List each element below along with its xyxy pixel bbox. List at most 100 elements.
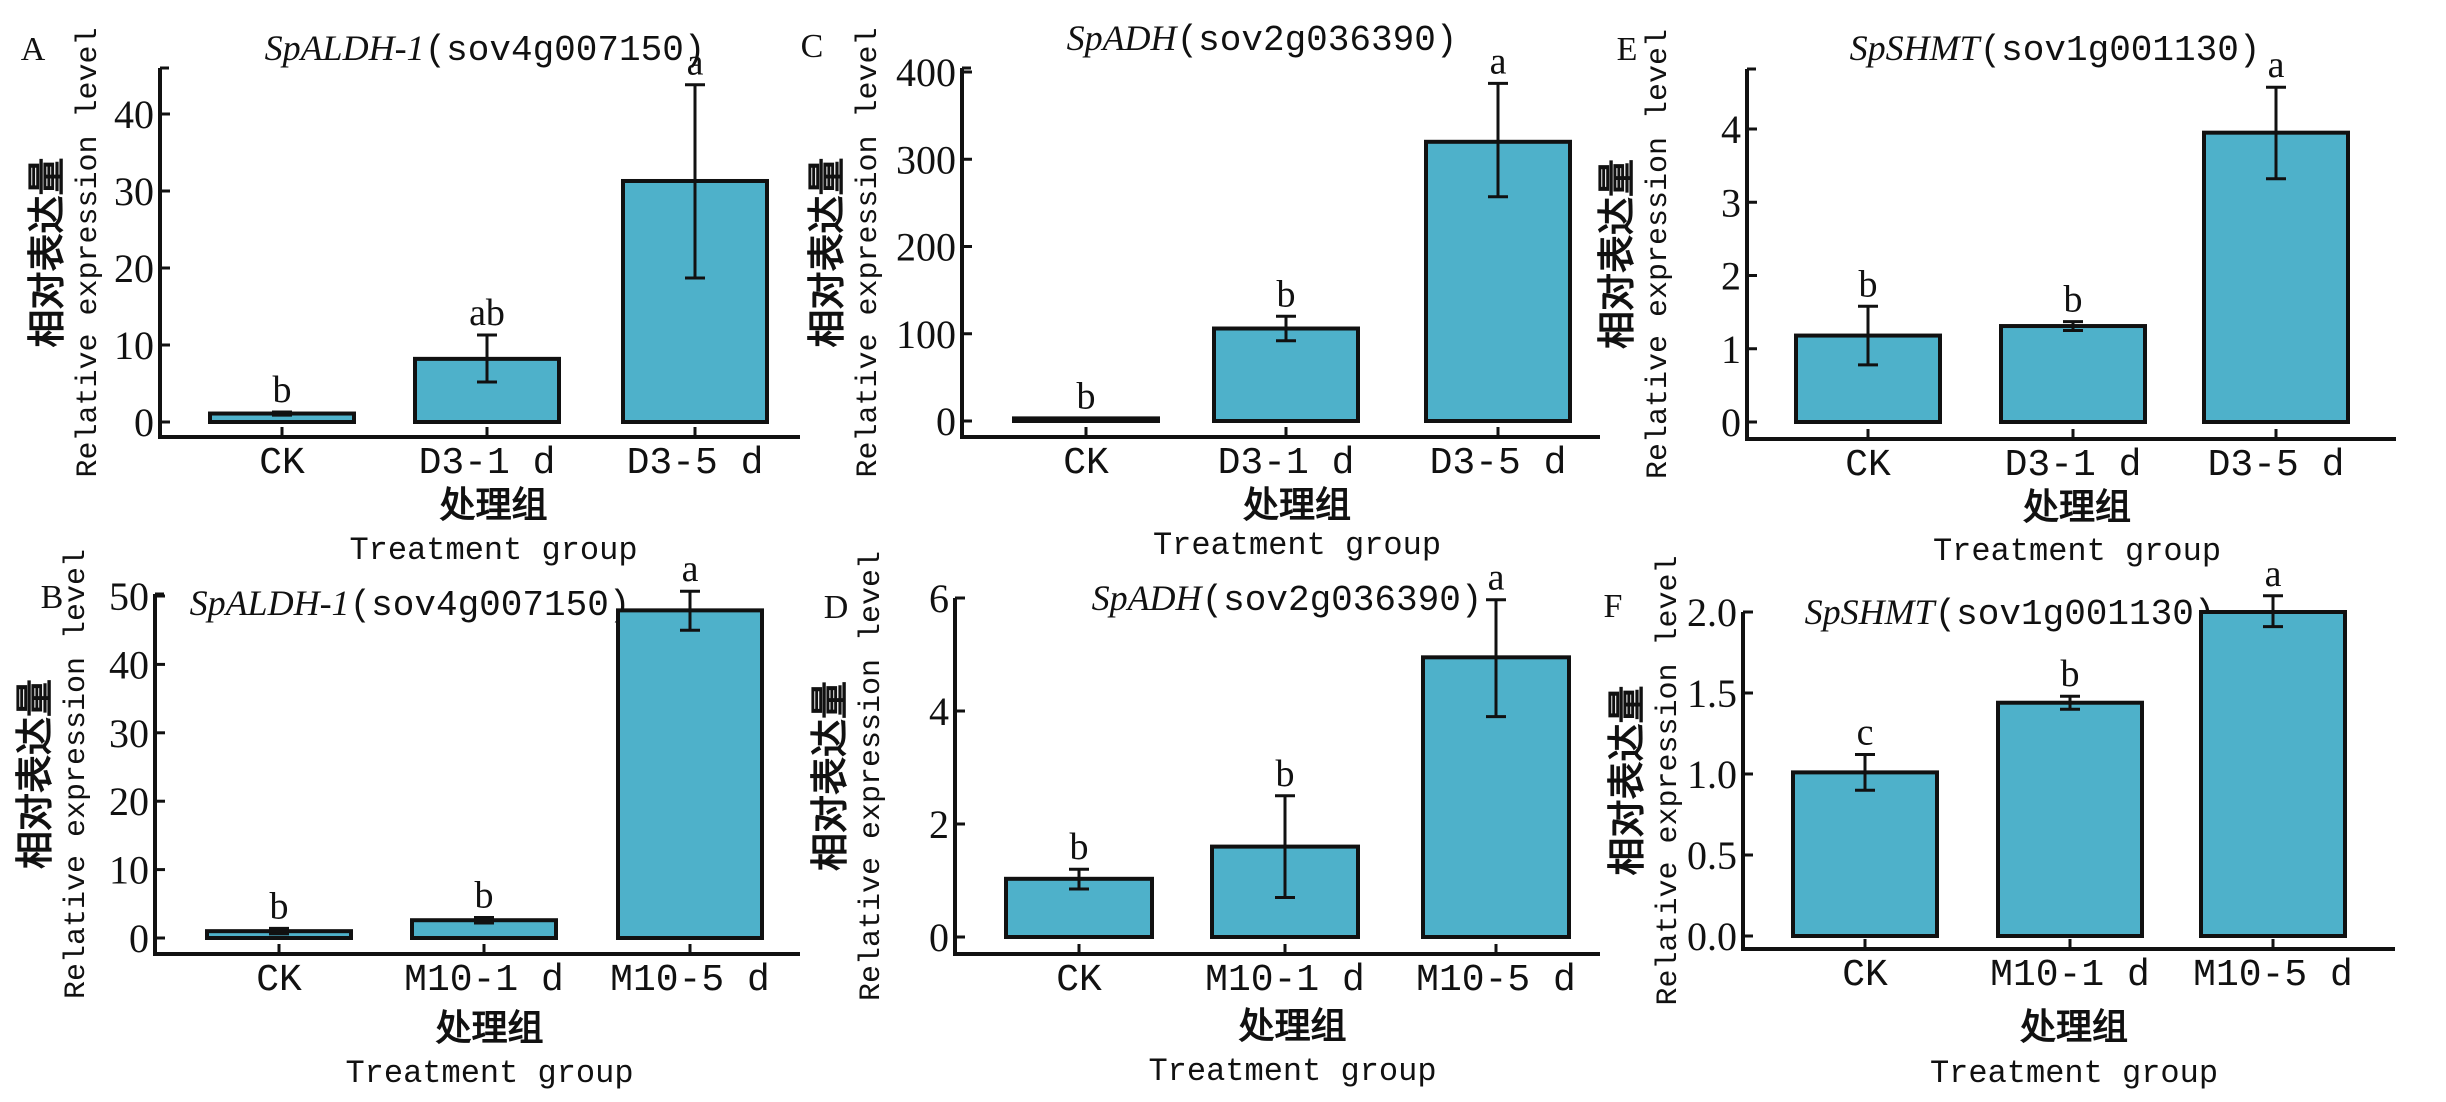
significance-label: a	[2265, 553, 2282, 595]
panel-b: B SpALDH-1(sov4g007150) 相对表达量 Relative expr…	[13, 548, 800, 1092]
x-axis-label-cn: 处理组	[1238, 1006, 1346, 1047]
y-tick-label: 300	[896, 137, 956, 182]
x-tick-label: M10-5 d	[2193, 954, 2353, 997]
y-axis-label-cn: 相对表达量	[805, 157, 849, 347]
y-tick-label: 20	[114, 246, 154, 291]
x-tick-label: D3-5 d	[2208, 444, 2345, 487]
significance-label: b	[273, 369, 292, 411]
significance-label: b	[270, 885, 289, 927]
y-tick-label: 0	[134, 400, 154, 445]
title-gene-name: SpADH	[1067, 18, 1179, 58]
x-tick-label: D3-1 d	[1218, 442, 1355, 485]
x-tick-label: D3-1 d	[2005, 444, 2142, 487]
significance-label: a	[687, 42, 704, 84]
panel-letter: F	[1604, 588, 1623, 625]
bar	[1999, 324, 2147, 425]
chart-title: SpALDH-1(sov4g007150)	[190, 583, 631, 626]
x-axis-label-cn: 处理组	[435, 1008, 543, 1049]
chart-title: SpADH(sov2g036390)	[1067, 18, 1458, 61]
x-tick-label: CK	[1845, 444, 1891, 487]
title-gene-name: SpSHMT	[1850, 28, 1983, 68]
bar	[1212, 326, 1360, 424]
x-axis-label-en: Treatment group	[1930, 1055, 2218, 1092]
significance-label: b	[475, 874, 494, 916]
y-tick-label: 2.0	[1687, 590, 1737, 635]
significance-label: b	[1277, 273, 1296, 315]
significance-label: b	[1070, 826, 1089, 868]
chart-title: SpALDH-1(sov4g007150)	[265, 28, 706, 71]
panel-letter: D	[824, 589, 849, 626]
x-tick-label: CK	[1056, 959, 1102, 1002]
y-tick-label: 1.0	[1687, 752, 1737, 797]
y-tick-label: 50	[109, 574, 149, 619]
title-gene-name: SpALDH-1	[190, 583, 350, 623]
y-axis-label-en: Relative expression level	[60, 549, 94, 999]
x-tick-label: CK	[1842, 954, 1888, 997]
significance-label: b	[1859, 263, 1878, 305]
title-gene-name: SpADH	[1092, 578, 1204, 618]
y-axis-label-cn: 相对表达量	[1605, 685, 1649, 875]
title-gene-name: SpALDH-1	[265, 28, 425, 68]
x-tick-label: M10-5 d	[610, 959, 770, 1002]
x-axis-label-cn: 处理组	[2023, 487, 2131, 528]
y-axis-label-en: Relative expression level	[852, 27, 886, 477]
y-tick-label: 4	[929, 689, 949, 734]
x-axis-label-en: Treatment group	[1148, 1053, 1436, 1090]
y-axis-label-cn: 相对表达量	[25, 157, 69, 347]
bar	[2199, 610, 2347, 938]
y-tick-label: 30	[109, 711, 149, 756]
bar	[616, 608, 764, 940]
title-gene-id: (sov2g036390)	[1202, 580, 1483, 621]
y-tick-label: 30	[114, 169, 154, 214]
significance-label: a	[1490, 40, 1507, 82]
significance-label: b	[2061, 653, 2080, 695]
y-tick-label: 4	[1721, 107, 1741, 152]
x-tick-label: M10-5 d	[1416, 959, 1576, 1002]
title-gene-id: (sov4g007150)	[350, 585, 631, 626]
x-tick-label: CK	[1063, 442, 1109, 485]
x-tick-label: D3-1 d	[419, 442, 556, 485]
y-tick-label: 0	[929, 915, 949, 960]
significance-label: c	[1857, 712, 1874, 754]
y-tick-label: 0	[129, 916, 149, 961]
y-axis-label-en: Relative expression level	[1642, 29, 1676, 479]
panel-f: F SpSHMT(sov1g001130) 相对表达量 Relative expres…	[1604, 553, 2395, 1092]
bar	[2202, 130, 2350, 424]
y-tick-label: 2	[1721, 254, 1741, 299]
y-tick-label: 0	[936, 399, 956, 444]
x-axis-label-cn: 处理组	[439, 485, 547, 526]
significance-label: a	[1488, 557, 1505, 599]
y-tick-label: 100	[896, 312, 956, 357]
x-tick-label: D3-5 d	[1430, 442, 1567, 485]
chart-title: SpSHMT(sov1g001130)	[1805, 592, 2216, 635]
y-axis-label-en: Relative expression level	[1652, 555, 1686, 1005]
bar	[1996, 700, 2144, 938]
panel-c: C SpADH(sov2g036390) 相对表达量 Relative express…	[801, 18, 1600, 564]
y-tick-label: 6	[929, 576, 949, 621]
panel-letter: E	[1617, 31, 1638, 68]
panel-a: A SpALDH-1(sov4g007150) 相对表达量 Relative expr…	[21, 27, 800, 569]
x-tick-label: D3-5 d	[627, 442, 764, 485]
bar	[1012, 416, 1160, 424]
y-axis-label-en: Relative expression level	[855, 551, 889, 1001]
significance-label: b	[1077, 375, 1096, 417]
y-tick-label: 40	[109, 642, 149, 687]
significance-label: b	[2064, 279, 2083, 321]
title-gene-name: SpSHMT	[1805, 592, 1938, 632]
y-tick-label: 1.5	[1687, 671, 1737, 716]
y-axis-label-en: Relative expression level	[72, 27, 106, 477]
x-axis-label-en: Treatment group	[1933, 533, 2221, 570]
panel-d: D SpADH(sov2g036390) 相对表达量 Relative express…	[808, 551, 1600, 1090]
x-tick-label: CK	[259, 442, 305, 485]
title-gene-id: (sov1g001130)	[1980, 30, 2261, 71]
significance-label: a	[682, 548, 699, 590]
y-tick-label: 2	[929, 802, 949, 847]
significance-label: ab	[469, 292, 505, 334]
x-axis-label-en: Treatment group	[345, 1055, 633, 1092]
significance-label: a	[2268, 44, 2285, 86]
x-tick-label: M10-1 d	[1205, 959, 1365, 1002]
y-tick-label: 1	[1721, 327, 1741, 372]
title-gene-id: (sov4g007150)	[425, 30, 706, 71]
x-axis-label-cn: 处理组	[2020, 1007, 2128, 1048]
